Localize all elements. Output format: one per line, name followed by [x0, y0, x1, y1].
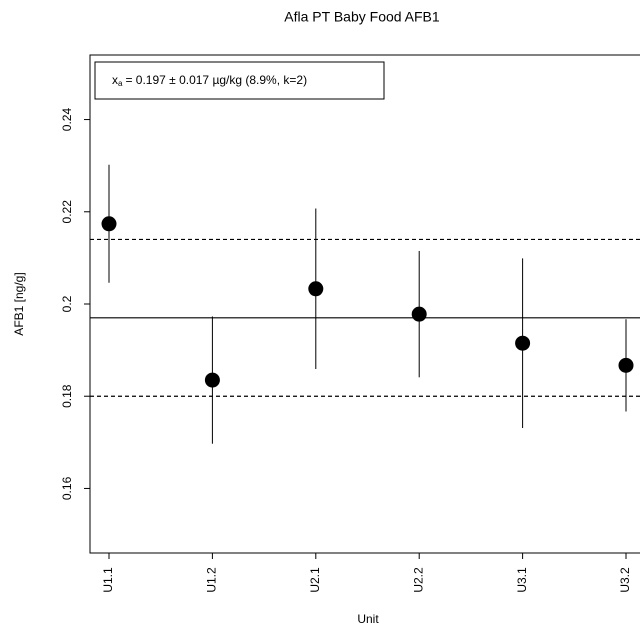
x-tick-label: U2.2 — [411, 567, 425, 593]
x-tick-label: U2.1 — [308, 567, 322, 593]
y-tick-label: 0.18 — [60, 384, 74, 408]
y-tick-label: 0.24 — [60, 108, 74, 132]
annotation: xa = 0.197 ± 0.017 µg/kg (8.9%, k=2) — [112, 73, 307, 88]
point — [515, 335, 531, 351]
x-tick-label: U1.2 — [205, 567, 219, 593]
annotation-text: = 0.197 ± 0.017 µg/kg (8.9%, k=2) — [125, 73, 307, 87]
x-axis-label: Unit — [357, 612, 379, 626]
plot-frame — [89, 54, 640, 554]
point — [204, 372, 220, 388]
x-tick-label: U3.2 — [618, 567, 632, 593]
y-tick-label: 0.2 — [60, 295, 74, 312]
y-tick-label: 0.16 — [60, 476, 74, 500]
point — [618, 357, 634, 373]
annotation-subscript: a — [118, 79, 123, 88]
annotation-symbol: x — [112, 73, 118, 87]
point — [308, 281, 324, 297]
annotation-box — [94, 61, 385, 100]
y-tick-label: 0.22 — [60, 200, 74, 224]
point — [411, 306, 427, 322]
chart-title: Afla PT Baby Food AFB1 — [284, 9, 440, 25]
x-tick-label: U3.1 — [515, 567, 529, 593]
x-tick-label: U1.1 — [101, 567, 115, 593]
point — [101, 216, 117, 232]
y-axis-label: AFB1 [ng/g] — [12, 272, 26, 335]
